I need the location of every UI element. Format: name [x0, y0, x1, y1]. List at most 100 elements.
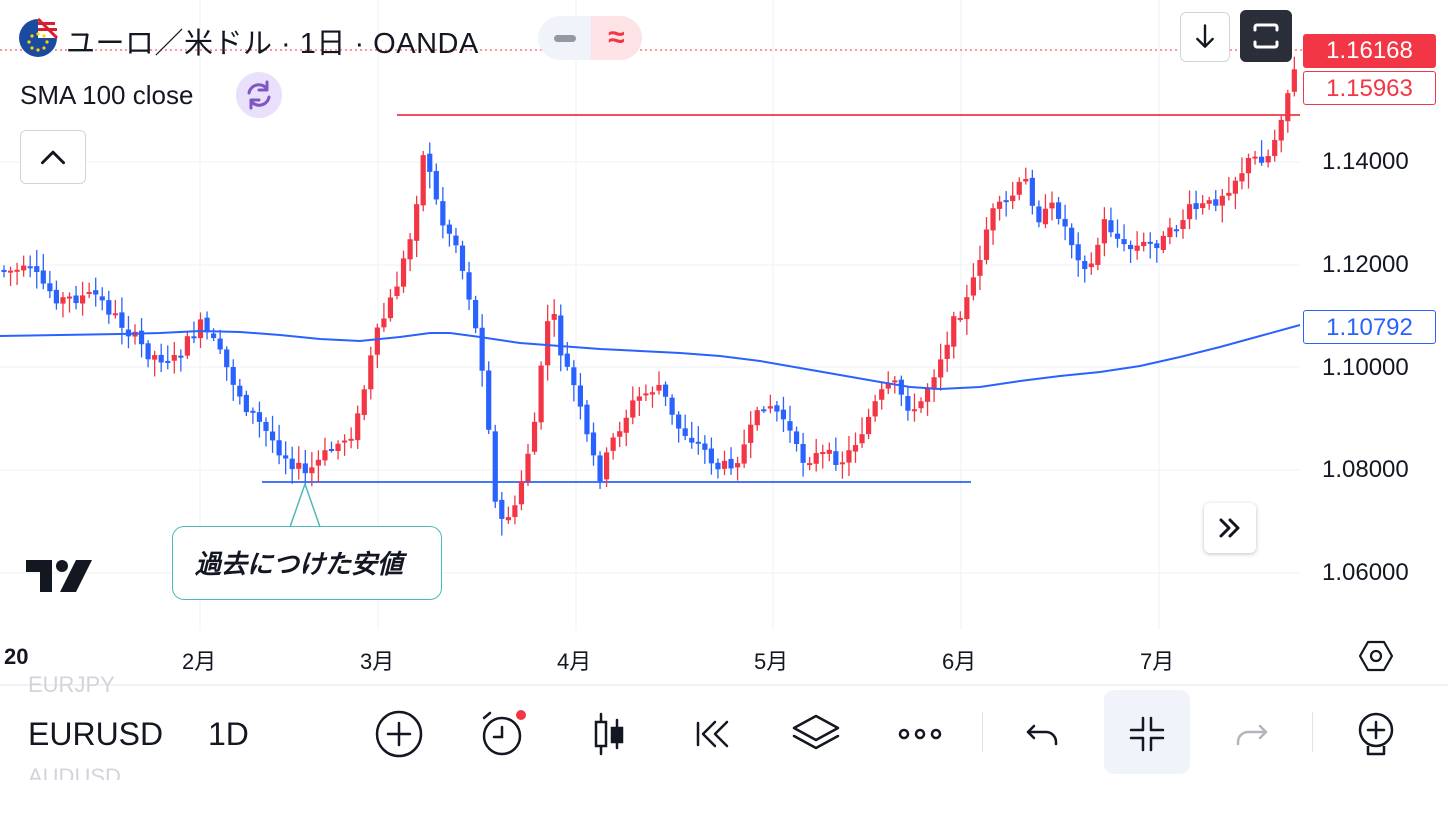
x-axis-label: 4月 [557, 649, 592, 674]
candle-body [885, 383, 891, 389]
candle-body [1173, 229, 1180, 232]
candle-body [1186, 204, 1193, 220]
redo-icon[interactable] [1224, 706, 1280, 762]
candle-body [1055, 202, 1062, 219]
candle-body [807, 463, 813, 466]
status-pill[interactable]: ≈ [538, 16, 642, 60]
callout-box[interactable] [172, 526, 442, 600]
candles-icon[interactable] [581, 706, 637, 762]
candle-body [80, 295, 86, 304]
candle-body [800, 444, 806, 463]
candle-body [872, 401, 878, 417]
y-axis-label: 1.10000 [1322, 354, 1409, 381]
symbol-next[interactable]: AUDUSD [28, 764, 121, 780]
candle-body [14, 269, 20, 272]
candle-body [944, 344, 950, 359]
layers-icon[interactable] [788, 706, 844, 762]
candle-body [630, 400, 636, 418]
collapse-legend-button[interactable] [20, 130, 86, 184]
candle-body [1226, 192, 1232, 196]
candle-body [217, 338, 223, 350]
candle-body [721, 460, 728, 469]
candle-body [361, 389, 367, 415]
price-chart[interactable] [0, 0, 1448, 686]
toolbar-divider [1312, 712, 1313, 752]
candle-body [669, 397, 675, 415]
symbol-prev[interactable]: EURJPY [28, 672, 115, 696]
candle-body [604, 452, 610, 480]
candle-body [590, 432, 597, 456]
candle-body [191, 336, 197, 339]
candle-body [328, 449, 335, 452]
candle-body [1088, 263, 1094, 268]
minus-icon [554, 35, 576, 42]
candle-body [708, 448, 714, 464]
candle-body [1023, 178, 1029, 182]
candle-body [551, 314, 557, 320]
candle-body [1141, 241, 1147, 247]
candle-body [322, 450, 328, 461]
undo-icon[interactable] [1014, 706, 1070, 762]
candle-body [715, 462, 721, 470]
fullscreen-button[interactable] [1240, 10, 1292, 62]
candle-body [348, 438, 354, 441]
last-price-tag: 1.16168 [1303, 34, 1436, 68]
add-indicator-icon[interactable] [1348, 706, 1404, 762]
candle-body [335, 443, 341, 452]
candle-body [355, 413, 361, 441]
candle-body [951, 316, 957, 347]
candle-body [1029, 177, 1035, 206]
collapse-icon[interactable] [1119, 706, 1175, 762]
x-axis-label: 7月 [1140, 649, 1175, 674]
candle-body [73, 295, 79, 304]
candle-body [754, 410, 760, 426]
sma-line [0, 324, 1301, 391]
refresh-icon[interactable] [236, 72, 282, 118]
download-button[interactable] [1180, 12, 1230, 62]
candle-body [1291, 69, 1297, 92]
candle-body [1049, 202, 1055, 209]
candle-body [735, 463, 741, 468]
candle-body [1285, 93, 1291, 122]
candle-body [407, 239, 413, 260]
candle-body [636, 396, 642, 401]
candle-body [531, 421, 538, 452]
candle-body [204, 317, 210, 333]
candle-body [1278, 119, 1284, 141]
x-axis-label: 2月 [182, 649, 217, 674]
candle-body [178, 355, 184, 358]
add-circle-icon[interactable] [371, 706, 427, 762]
timeframe-selector[interactable]: 1D [208, 716, 249, 752]
candle-body [473, 300, 479, 329]
indicator-label[interactable]: SMA 100 close [20, 80, 194, 110]
y-axis-label: 1.08000 [1322, 456, 1409, 483]
candle-body [990, 208, 996, 231]
candle-body [846, 450, 852, 463]
candle-body [302, 463, 308, 474]
more-icon[interactable] [892, 706, 948, 762]
candle-body [171, 355, 177, 361]
candle-body [433, 170, 439, 200]
candle-body [1147, 241, 1153, 244]
candle-body [813, 453, 819, 464]
axis-settings-icon[interactable] [1358, 638, 1394, 674]
replay-icon[interactable] [685, 706, 741, 762]
candle-body [459, 245, 466, 271]
collapse-button-bg[interactable] [1104, 690, 1190, 774]
approx-icon: ≈ [591, 16, 642, 60]
candle-body [197, 319, 204, 339]
scroll-to-realtime-button[interactable] [1204, 503, 1256, 553]
candle-body [676, 414, 682, 429]
alarm-clock-icon[interactable] [475, 706, 531, 762]
candle-body [774, 405, 780, 412]
candle-body [983, 229, 990, 260]
candle-body [342, 440, 348, 443]
candle-body [1042, 208, 1049, 225]
symbol-title[interactable]: ユーロ／米ドル · 1日 · OANDA [66, 28, 479, 60]
symbol-selector[interactable]: EURUSD [28, 716, 164, 752]
candle-body [689, 437, 695, 443]
candle-body [879, 389, 885, 400]
candle-body [1128, 244, 1134, 250]
candle-body [1121, 239, 1127, 245]
candle-body [138, 330, 145, 345]
